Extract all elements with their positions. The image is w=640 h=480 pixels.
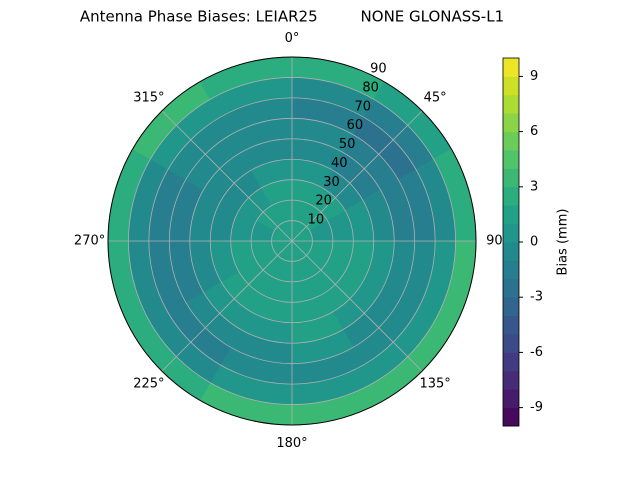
colorbar-level (503, 260, 519, 280)
r-tick-label: 40 (331, 156, 348, 171)
colorbar-tick-label: 0 (530, 235, 538, 250)
r-tick-label: 50 (339, 137, 356, 152)
colorbar-tick-label: 6 (530, 124, 538, 139)
colorbar-tick-label: -9 (530, 400, 543, 415)
colorbar-label: Bias (mm) (556, 209, 571, 276)
grid-spoke (291, 110, 423, 242)
r-tick-label: 80 (362, 80, 379, 95)
grid-spoke (161, 110, 293, 242)
colorbar-tick-label: -6 (530, 345, 543, 360)
colorbar-level (503, 334, 519, 353)
r-tick-label: 20 (315, 194, 332, 209)
theta-tick-label: 135° (419, 377, 450, 392)
colorbar-level (503, 223, 519, 243)
colorbar-level (503, 370, 519, 390)
colorbar-level (503, 205, 519, 224)
theta-tick-label: 45° (424, 90, 447, 105)
theta-tick-label: 270° (74, 234, 105, 249)
colorbar-level (503, 94, 519, 114)
colorbar-level (503, 58, 519, 77)
polar-frame (107, 56, 477, 426)
theta-tick-label: 315° (133, 90, 164, 105)
theta-tick-label: 0° (285, 31, 300, 46)
grid-spoke (291, 240, 423, 372)
theta-tick-label: 180° (276, 436, 307, 451)
theta-tick-label: 90 (486, 234, 503, 249)
colorbar-level (503, 278, 519, 298)
colorbar-level (503, 131, 519, 151)
colorbar-level (503, 389, 519, 408)
colorbar-level (503, 76, 519, 96)
colorbar-tick-label: -3 (530, 290, 543, 305)
colorbar-tick-label: 3 (530, 179, 538, 194)
r-tick-label: 30 (323, 175, 340, 190)
colorbar-tick-label: 9 (530, 69, 538, 84)
r-tick-label: 10 (308, 213, 325, 228)
colorbar-level (503, 352, 519, 372)
chart-title: Antenna Phase Biases: LEIAR25 NONE GLONA… (80, 8, 504, 26)
theta-tick-label: 225° (133, 377, 164, 392)
grid-spoke (161, 240, 293, 372)
colorbar-level (503, 242, 519, 261)
r-tick-label: 60 (347, 118, 364, 133)
colorbar-level (503, 186, 519, 206)
colorbar-level (503, 150, 519, 169)
colorbar-level (503, 297, 519, 316)
colorbar-level (503, 168, 519, 188)
r-tick-label: 70 (354, 99, 371, 114)
colorbar-level (503, 315, 519, 335)
r-tick-label: 90 (370, 62, 387, 77)
colorbar-level (503, 113, 519, 132)
colorbar-level (503, 407, 519, 427)
